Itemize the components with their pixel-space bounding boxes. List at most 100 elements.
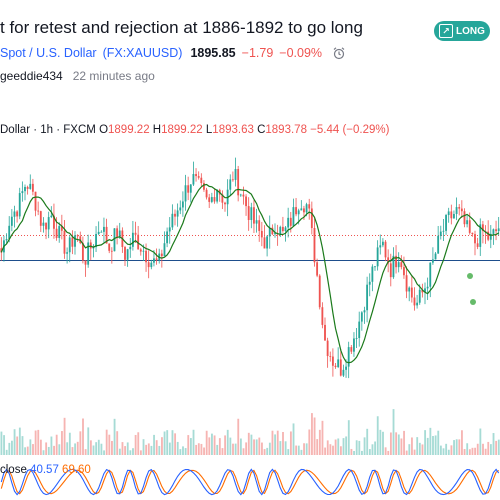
chart-area[interactable]: Dollar · 1h · FXCM O1899.22 H1899.22 L18… xyxy=(0,100,500,500)
candle-body xyxy=(371,266,374,282)
candle-body xyxy=(16,211,19,217)
volume-bar xyxy=(37,429,40,455)
candle-body xyxy=(495,229,497,232)
candle-body xyxy=(95,233,97,248)
candle-body xyxy=(326,340,329,357)
volume-bar xyxy=(237,418,240,455)
volume-bar xyxy=(26,446,29,455)
symbol-code-link[interactable]: (FX:XAUUSD) xyxy=(102,46,183,60)
volume-bar xyxy=(366,428,369,455)
candle-body xyxy=(400,262,403,268)
volume-bar xyxy=(308,429,311,455)
volume-bar xyxy=(392,409,395,455)
volume-bar xyxy=(232,443,234,455)
candle-body xyxy=(103,226,105,232)
candle-body xyxy=(347,347,350,367)
candle-body xyxy=(124,247,126,260)
symbol-name-link[interactable]: Spot / U.S. Dollar xyxy=(0,46,97,60)
volume-bar xyxy=(466,443,469,455)
candle-body xyxy=(442,230,445,232)
candle-body xyxy=(76,235,79,237)
volume-bar xyxy=(121,442,124,455)
candle-body xyxy=(374,266,376,268)
candle-body xyxy=(224,202,226,205)
volume-bar xyxy=(382,431,384,455)
candle-body xyxy=(431,259,434,263)
candle-body xyxy=(63,230,66,254)
volume-bar xyxy=(0,431,3,455)
volume-bar xyxy=(287,449,290,455)
volume-bar xyxy=(11,440,13,455)
candle-body xyxy=(71,237,74,247)
candle-body xyxy=(303,208,305,213)
volume-bar xyxy=(395,432,398,455)
volume-bar xyxy=(468,449,471,455)
volume-bar xyxy=(200,443,203,455)
volume-bar xyxy=(16,436,19,455)
volume-bar xyxy=(13,429,16,455)
price-chart[interactable] xyxy=(0,100,500,500)
volume-bar xyxy=(353,450,355,455)
volume-bar xyxy=(47,446,50,455)
volume-bar xyxy=(87,427,90,455)
volume-bar xyxy=(447,449,450,455)
volume-bar xyxy=(305,443,308,455)
volume-bar xyxy=(263,449,266,455)
candle-body xyxy=(492,229,495,234)
candle-body xyxy=(421,289,424,293)
candle-body xyxy=(403,267,405,276)
volume-bar xyxy=(203,447,205,455)
volume-bar xyxy=(145,444,148,455)
candle-body xyxy=(192,174,195,185)
last-price: 1895.85 xyxy=(190,46,236,60)
author-link[interactable]: geeddie434 xyxy=(0,69,63,83)
price-change: −1.79 xyxy=(241,46,274,60)
candle-body xyxy=(26,186,29,189)
candle-body xyxy=(481,224,484,232)
volume-bar xyxy=(289,431,292,455)
candle-body xyxy=(395,255,397,268)
volume-bar xyxy=(147,443,150,455)
candle-body xyxy=(203,183,205,190)
volume-bar xyxy=(418,442,421,455)
candle-body xyxy=(66,252,69,254)
volume-bar xyxy=(213,435,216,455)
candle-body xyxy=(324,324,326,341)
long-badge[interactable]: ↗ LONG xyxy=(434,21,490,41)
alarm-clock-icon[interactable] xyxy=(332,46,346,60)
candle-body xyxy=(39,211,42,226)
volume-bar xyxy=(371,444,374,455)
candle-body xyxy=(331,356,334,366)
candle-body xyxy=(392,255,395,278)
volume-bar xyxy=(321,420,324,455)
candle-body xyxy=(318,275,321,308)
signal-marker xyxy=(467,273,473,279)
volume-bar xyxy=(387,450,390,455)
candle-body xyxy=(489,233,492,240)
arrow-up-right-icon: ↗ xyxy=(439,24,454,38)
volume-bar xyxy=(292,423,295,455)
volume-bar xyxy=(79,431,82,455)
volume-bar xyxy=(55,434,58,455)
volume-bar xyxy=(374,441,377,455)
volume-bar xyxy=(339,446,342,455)
candle-body xyxy=(353,338,355,352)
volume-bar xyxy=(61,431,63,455)
candle-body xyxy=(139,249,142,252)
candle-body xyxy=(250,207,253,220)
volume-bar xyxy=(18,427,21,455)
volume-bar xyxy=(5,449,8,455)
candle-body xyxy=(8,225,11,240)
volume-bar xyxy=(239,438,242,455)
candle-body xyxy=(21,191,24,194)
volume-bar xyxy=(126,442,129,455)
volume-bar xyxy=(482,443,484,455)
candle-body xyxy=(110,250,113,252)
candle-body xyxy=(108,243,111,251)
volume-bar xyxy=(76,441,79,455)
volume-bar xyxy=(334,439,337,455)
candle-body xyxy=(87,242,90,265)
volume-bar xyxy=(384,447,387,455)
volume-bar xyxy=(429,427,432,455)
volume-bar xyxy=(345,436,348,455)
